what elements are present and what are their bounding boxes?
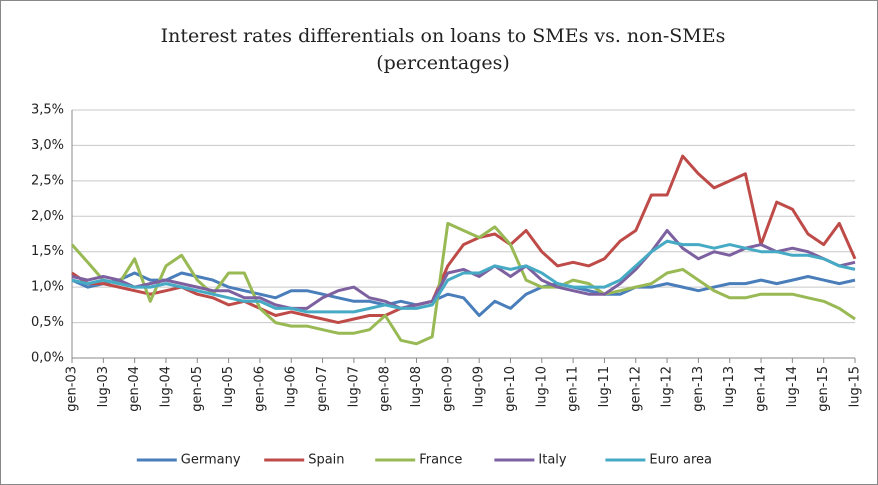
x-tick-label: gen-08: [378, 366, 393, 412]
x-tick-label: gen-07: [315, 366, 330, 412]
x-tick-label: gen-14: [754, 366, 769, 412]
x-tick-label: lug-05: [221, 366, 236, 407]
x-tick-label: gen-13: [691, 366, 706, 412]
x-tick-label: gen-15: [816, 366, 831, 412]
y-tick-label: 3,5%: [31, 103, 64, 118]
x-tick-label: gen-05: [190, 366, 205, 412]
legend-label: Euro area: [649, 453, 712, 468]
x-tick-label: gen-10: [503, 366, 518, 412]
x-tick-label: lug-09: [472, 366, 487, 407]
x-tick-label: lug-04: [158, 366, 173, 407]
x-tick-label: gen-11: [566, 366, 581, 412]
x-tick-label: gen-09: [440, 366, 455, 412]
y-tick-label: 1,0%: [31, 280, 64, 295]
x-tick-label: gen-04: [127, 366, 142, 412]
legend-label: Italy: [538, 453, 567, 468]
legend-label: Spain: [308, 453, 344, 468]
y-tick-label: 3,0%: [31, 138, 64, 153]
x-tick-label: lug-13: [722, 366, 737, 407]
x-tick-label: lug-08: [409, 366, 424, 407]
series-line: [71, 229, 856, 310]
x-tick-label: lug-11: [597, 366, 612, 407]
x-tick-label: gen-03: [65, 366, 80, 412]
y-tick-label: 0,0%: [31, 351, 64, 366]
legend-label: France: [419, 453, 462, 468]
x-tick-label: gen-06: [252, 366, 267, 412]
x-tick-label: lug-12: [660, 366, 675, 407]
chart-title: Interest rates differentials on loans to…: [161, 25, 726, 47]
x-tick-label: lug-06: [284, 366, 299, 407]
x-tick-label: lug-14: [785, 366, 800, 407]
series-line: [71, 154, 857, 325]
x-tick-label: gen-12: [628, 366, 643, 412]
series-line: [71, 239, 856, 314]
y-tick-label: 2,0%: [31, 209, 64, 224]
x-tick-label: lug-03: [96, 366, 111, 407]
series-line: [70, 221, 856, 346]
series-line: [71, 271, 856, 317]
y-tick-label: 1,5%: [31, 244, 64, 259]
x-tick-label: lug-07: [346, 366, 361, 407]
chart-subtitle: (percentages): [376, 52, 510, 74]
y-tick-label: 2,5%: [31, 173, 64, 188]
legend-label: Germany: [181, 453, 241, 468]
y-tick-label: 0,5%: [31, 315, 64, 330]
x-tick-label: lug-15: [848, 366, 863, 407]
x-tick-label: lug-10: [534, 366, 549, 407]
